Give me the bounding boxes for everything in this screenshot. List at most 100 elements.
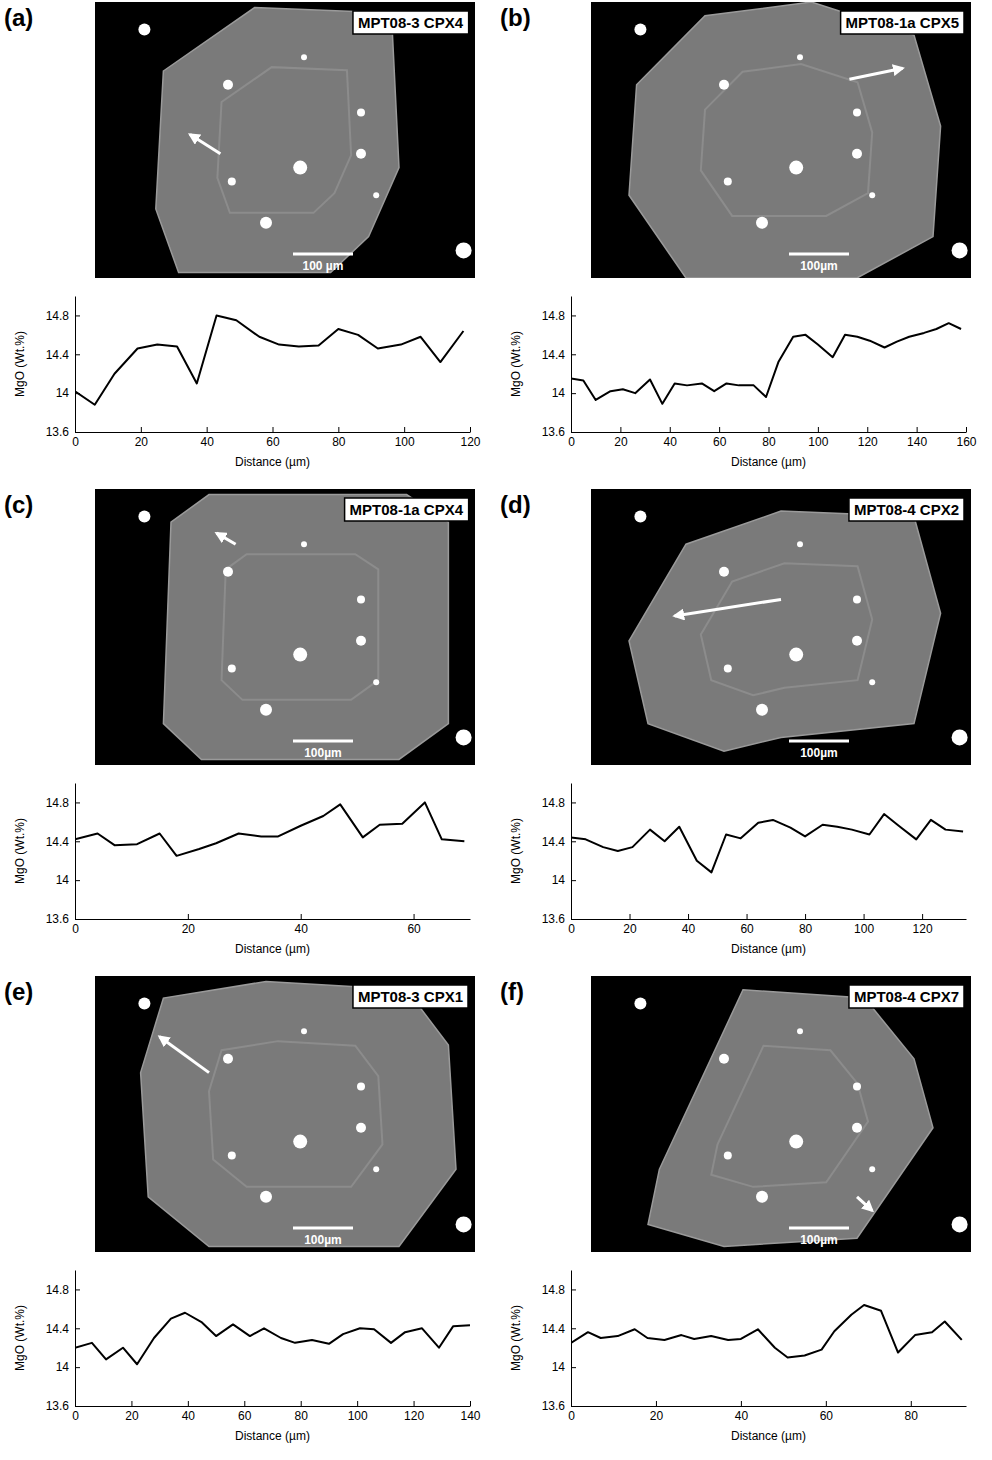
- x-tick: 80: [799, 914, 813, 936]
- inclusion: [456, 729, 472, 745]
- y-tick-label: 13.6: [542, 425, 566, 439]
- scale-bar-label: 100µm: [304, 1233, 342, 1247]
- y-axis-line: [571, 784, 572, 920]
- x-tick: 140: [460, 1401, 480, 1423]
- x-tick: 40: [182, 1401, 196, 1423]
- y-tick-mark: [571, 841, 576, 842]
- x-tick: 20: [125, 1401, 139, 1423]
- inclusion: [719, 567, 729, 577]
- inclusion: [634, 24, 646, 36]
- image-background: [591, 489, 971, 765]
- scale-bar: [293, 253, 353, 256]
- x-tick-label: 20: [125, 1409, 139, 1423]
- x-tick-label: 40: [664, 435, 678, 449]
- image-background: [95, 2, 475, 278]
- panel: (d)100µmMPT08-4 CPX202040608010012013.61…: [500, 489, 971, 956]
- profile-arrow: [217, 533, 236, 544]
- x-tick-mark: [818, 427, 819, 432]
- y-tick: 14: [56, 1360, 80, 1374]
- x-tick-label: 100: [348, 1409, 368, 1423]
- image-background: [95, 489, 475, 765]
- y-tick-mark: [75, 1406, 80, 1407]
- x-tick: 20: [614, 427, 628, 449]
- inclusion: [456, 242, 472, 258]
- inclusion: [228, 177, 236, 185]
- x-tick-label: 20: [182, 922, 196, 936]
- x-tick: 20: [650, 1401, 664, 1423]
- x-axis-title: Distance (µm): [731, 455, 806, 469]
- x-tick-label: 60: [238, 1409, 252, 1423]
- sample-label-text: MPT08-1a CPX5: [846, 14, 959, 31]
- y-tick-label: 13.6: [46, 912, 70, 926]
- bse-image: [95, 976, 475, 1252]
- y-tick: 13.6: [542, 425, 576, 439]
- x-tick-label: 80: [905, 1409, 919, 1423]
- inclusion: [138, 511, 150, 523]
- inclusion: [356, 149, 366, 159]
- inclusion: [789, 161, 803, 175]
- y-tick: 14.4: [542, 1322, 576, 1336]
- inclusion: [228, 1151, 236, 1159]
- inclusion: [138, 24, 150, 36]
- inclusion: [260, 704, 272, 716]
- y-tick-mark: [571, 1367, 576, 1368]
- inclusion: [797, 54, 803, 60]
- x-tick-label: 100: [854, 922, 874, 936]
- crystal-zone: [209, 1041, 382, 1187]
- panel-letter: (e): [4, 978, 33, 1005]
- x-tick: 40: [295, 914, 309, 936]
- y-tick: 13.6: [46, 912, 80, 926]
- x-tick-mark: [414, 1401, 415, 1406]
- x-tick-mark: [867, 427, 868, 432]
- sample-label-text: MPT08-1a CPX4: [350, 501, 464, 518]
- inclusion: [869, 679, 875, 685]
- inclusion: [853, 1082, 861, 1090]
- y-axis: 13.61414.414.8: [542, 1271, 576, 1414]
- panel: (f)100µmMPT08-4 CPX702040608013.61414.41…: [500, 976, 971, 1443]
- sample-label-box: [353, 985, 468, 1008]
- plot-area: [75, 1313, 470, 1364]
- inclusion: [356, 1123, 366, 1133]
- sample-label: MPT08-1a CPX4: [345, 498, 469, 521]
- panel-letter: (b): [500, 4, 531, 31]
- x-tick-label: 0: [72, 1409, 79, 1423]
- scale-bar-label: 100µm: [800, 1233, 838, 1247]
- y-axis-title: MgO (Wt.%): [13, 818, 27, 884]
- image-background: [95, 976, 475, 1252]
- x-tick-mark: [630, 914, 631, 919]
- profile-arrow: [190, 134, 220, 153]
- inclusion: [853, 108, 861, 116]
- mgo-profile-line: [75, 802, 464, 855]
- y-tick-label: 14: [552, 1360, 566, 1374]
- panel: (c)100µmMPT08-1a CPX4020406013.61414.414…: [4, 489, 475, 956]
- inclusion: [456, 1216, 472, 1232]
- y-tick-label: 14.8: [46, 309, 70, 323]
- y-tick: 14.8: [542, 309, 576, 323]
- sample-label: MPT08-3 CPX1: [353, 985, 468, 1008]
- y-tick-mark: [571, 919, 576, 920]
- inclusion: [869, 1166, 875, 1172]
- inclusion: [357, 595, 365, 603]
- y-tick-label: 14.8: [46, 796, 70, 810]
- x-tick-label: 120: [460, 435, 480, 449]
- mgo-profile-line: [571, 1305, 962, 1357]
- x-tick: 40: [200, 427, 214, 449]
- y-tick-label: 14.4: [46, 835, 70, 849]
- y-axis-title: MgO (Wt.%): [13, 1305, 27, 1371]
- y-tick-label: 14.4: [542, 348, 566, 362]
- mgo-profile-line: [571, 323, 961, 404]
- x-tick-mark: [826, 1401, 827, 1406]
- inclusion: [260, 217, 272, 229]
- inclusion: [301, 1028, 307, 1034]
- y-tick-label: 14.8: [542, 309, 566, 323]
- inclusion: [756, 1191, 768, 1203]
- plot-area: [571, 814, 963, 872]
- x-axis-line: [572, 432, 967, 433]
- x-axis: 020406080100120: [568, 914, 966, 936]
- x-tick-label: 60: [266, 435, 280, 449]
- y-tick-mark: [571, 1289, 576, 1290]
- sample-label-text: MPT08-3 CPX4: [358, 14, 464, 31]
- y-tick: 14: [56, 873, 80, 887]
- inclusion: [293, 1135, 307, 1149]
- y-axis-line: [571, 1271, 572, 1407]
